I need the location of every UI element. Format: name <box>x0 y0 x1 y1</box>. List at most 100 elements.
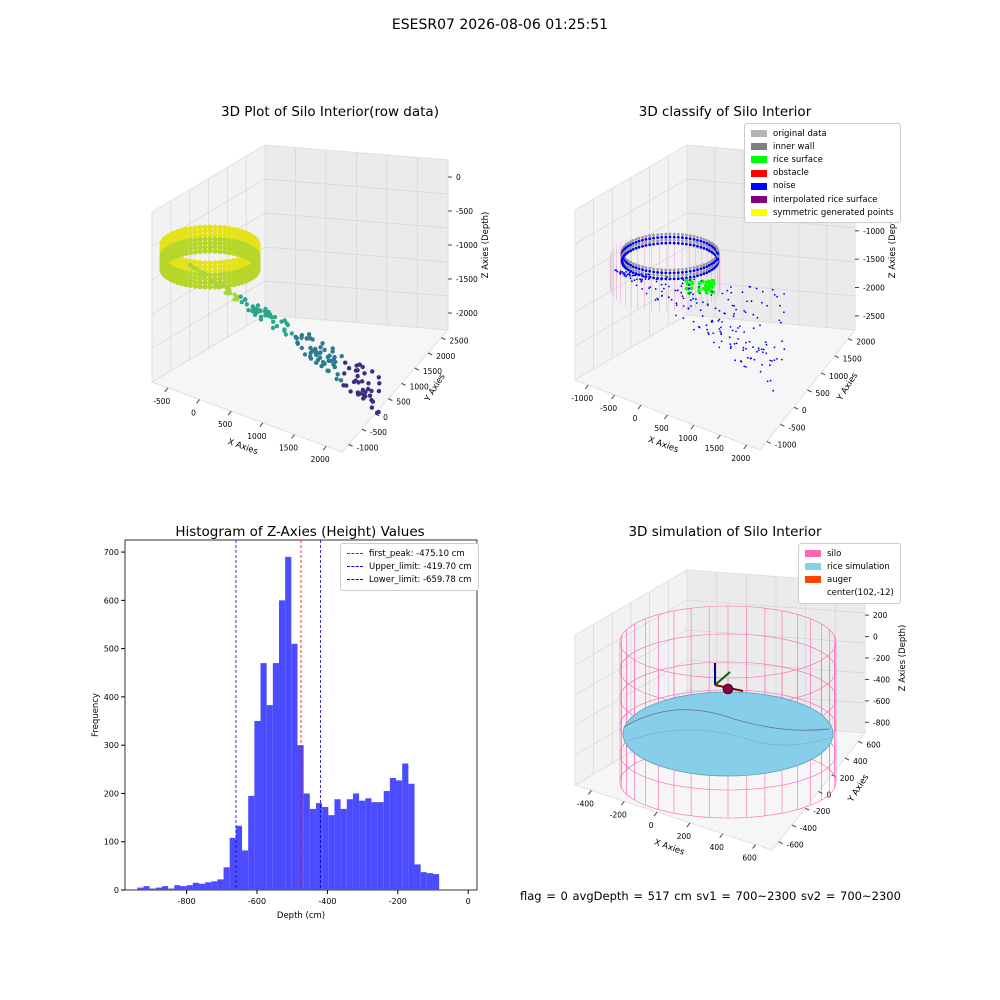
scatter-point <box>255 264 261 270</box>
noise-point <box>640 273 643 275</box>
classified-point <box>656 233 659 236</box>
scatter-point <box>266 313 271 318</box>
noise-point <box>695 298 697 301</box>
histogram-bar <box>168 888 175 890</box>
z-tick-label: -2500 <box>863 312 885 321</box>
noise-point <box>732 315 735 318</box>
noise-point <box>781 340 783 343</box>
scatter-point <box>197 228 203 234</box>
scatter-point <box>255 303 261 308</box>
scatter-point <box>239 299 244 305</box>
x-tick <box>690 424 695 430</box>
y-tick <box>441 337 446 341</box>
grid-line <box>151 280 266 349</box>
panel2-legend: original data inner wall rice surface obsta… <box>744 123 901 224</box>
classified-point <box>692 244 696 247</box>
y-tick-label: 1000 <box>410 382 429 391</box>
scatter-point <box>231 266 237 272</box>
legend-item: center(102,-12) <box>805 587 894 600</box>
scatter-point <box>346 366 352 371</box>
classified-point <box>668 235 672 239</box>
classified-point <box>672 271 676 275</box>
classified-point <box>707 249 711 253</box>
noise-point <box>746 300 748 303</box>
scatter-point <box>212 240 218 246</box>
noise-point <box>690 305 692 307</box>
scatter-point <box>187 238 194 244</box>
scatter-point <box>354 363 359 368</box>
noise-point <box>631 280 633 283</box>
classified-point <box>627 250 630 254</box>
noise-point <box>721 292 724 295</box>
scatter-point <box>326 368 331 374</box>
scatter-point <box>222 249 228 255</box>
scatter-point <box>222 245 228 251</box>
classified-point <box>681 242 684 245</box>
noise-point <box>701 315 704 317</box>
scatter-point <box>217 264 223 270</box>
scatter-point <box>212 244 218 250</box>
classified-point <box>652 267 655 271</box>
classified-point <box>660 232 664 236</box>
classified-point <box>672 268 676 272</box>
z-tick-label: -1000 <box>456 241 478 250</box>
histogram-bar <box>408 783 415 890</box>
scatter-point <box>231 262 237 268</box>
classified-point <box>652 239 655 243</box>
scatter-point <box>315 357 321 363</box>
rice-surface-point <box>697 281 702 285</box>
noise-point <box>714 307 717 310</box>
panel3-legend: first_peak: -475.10 cm Upper_limit: -419.… <box>340 543 479 591</box>
noise-point <box>745 347 747 350</box>
classified-point <box>631 271 635 274</box>
scatter-point <box>239 271 245 277</box>
scatter-point <box>187 258 194 264</box>
legend-swatch <box>751 169 767 177</box>
noise-point <box>676 289 679 292</box>
scatter-point <box>183 262 189 268</box>
classified-point <box>664 235 668 239</box>
noise-point <box>690 299 692 302</box>
z-tick-label: 200 <box>873 611 888 620</box>
classified-point <box>707 266 711 270</box>
histogram-bar <box>205 882 212 890</box>
classified-point <box>644 269 648 272</box>
scatter-point <box>192 225 198 231</box>
y-tick-label: 500 <box>104 645 119 654</box>
noise-point <box>623 272 625 275</box>
legend-swatch <box>751 196 767 204</box>
scatter-point <box>217 248 223 254</box>
classified-point <box>641 241 644 245</box>
x-tick <box>743 444 748 450</box>
classified-point <box>637 267 641 271</box>
noise-point <box>783 293 785 295</box>
noise-point <box>733 305 736 307</box>
classified-point <box>644 238 648 241</box>
classified-point <box>676 277 680 281</box>
classified-point <box>631 239 635 242</box>
scatter-point <box>183 234 189 240</box>
grid-line <box>264 280 449 297</box>
scatter-point <box>320 341 325 346</box>
noise-point <box>742 349 745 352</box>
scatter-point <box>375 410 380 415</box>
histogram-bar <box>161 886 169 890</box>
noise-point <box>711 320 714 323</box>
classified-point <box>664 241 668 245</box>
x-tick-label: 1000 <box>678 434 697 443</box>
scatter-point <box>192 245 198 251</box>
classified-point <box>696 244 699 248</box>
noise-point <box>654 299 657 301</box>
legend-swatch <box>805 590 821 597</box>
classified-point <box>648 234 652 238</box>
classified-point <box>688 275 692 279</box>
x-tick-label: 1500 <box>279 444 298 453</box>
scatter-point <box>183 246 189 252</box>
scatter-point <box>235 261 241 267</box>
scatter-point <box>263 306 268 312</box>
noise-point <box>739 325 741 328</box>
x-tick <box>259 422 264 428</box>
scatter-point <box>197 224 203 230</box>
classified-point <box>688 237 692 241</box>
classified-point <box>660 274 664 278</box>
